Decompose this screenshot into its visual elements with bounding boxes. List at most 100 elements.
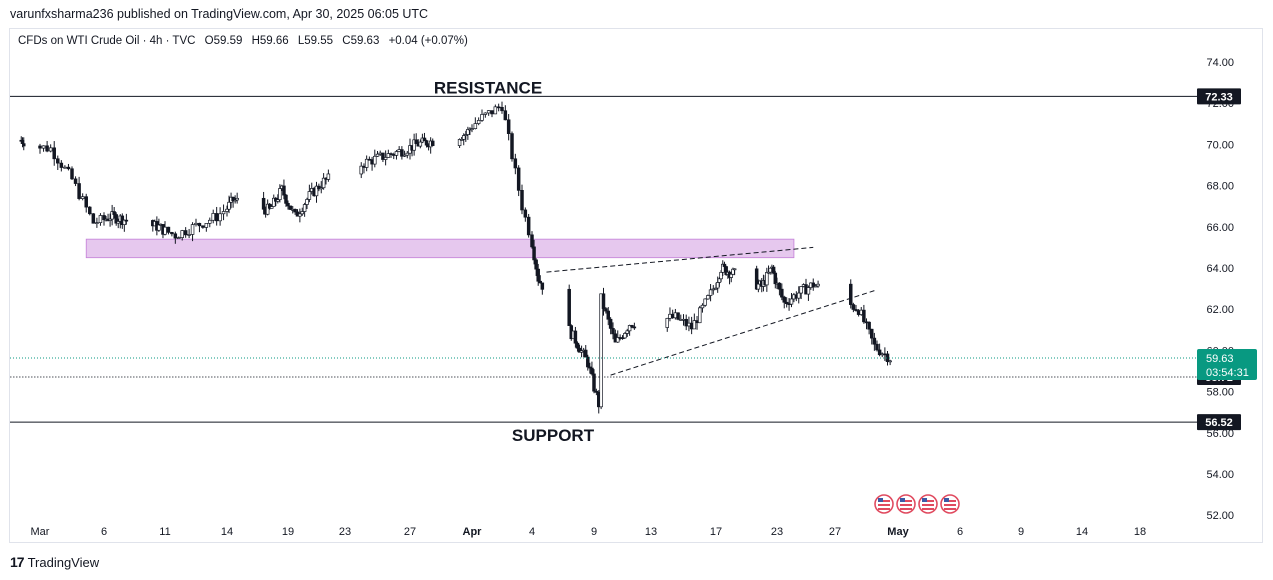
candle-body: [768, 267, 772, 273]
candle-body: [530, 234, 534, 248]
candle-body: [383, 157, 388, 160]
candle-body: [630, 325, 634, 328]
candle-body: [684, 318, 688, 327]
candle-body: [700, 304, 705, 309]
annotation-support: SUPPORT: [512, 426, 595, 445]
candle-body: [402, 154, 407, 157]
candle-body: [405, 152, 410, 156]
x-tick-label: 6: [957, 526, 963, 538]
us-flag-stripe-icon: [878, 508, 890, 510]
candle-body: [204, 223, 209, 228]
candle-body: [665, 318, 669, 328]
candle-body: [513, 158, 518, 169]
candle-body: [187, 234, 191, 236]
candle-body: [536, 268, 540, 282]
candle-body: [732, 268, 737, 271]
candle-body: [708, 289, 713, 296]
candle-body: [233, 199, 237, 202]
candle-body: [573, 330, 578, 344]
level-label-bg-1: [1197, 414, 1241, 431]
candle-body: [300, 211, 305, 215]
candle-body: [73, 178, 78, 184]
candle-body: [534, 259, 538, 270]
candle-body: [88, 206, 92, 215]
candle-body: [38, 145, 42, 149]
y-tick-label: 66.00: [1206, 222, 1234, 234]
y-tick-label: 62.00: [1206, 304, 1234, 316]
x-tick-label: 23: [771, 526, 783, 538]
candle-body: [780, 288, 784, 298]
candle-body: [457, 139, 462, 146]
candle-body: [414, 139, 418, 144]
candle-body: [606, 310, 610, 320]
candle-body: [375, 153, 380, 157]
footer-brand: TradingView: [27, 554, 100, 570]
candle-body: [381, 152, 385, 160]
candle-body: [706, 295, 710, 300]
us-flag-canton-icon: [900, 498, 905, 502]
ohlc-low: L59.55: [297, 35, 334, 47]
candle-body: [784, 301, 789, 305]
x-tick-label: 6: [101, 526, 107, 538]
tradingview-logo-icon: 17: [10, 554, 25, 570]
candle-body: [183, 230, 188, 236]
x-tick-label: 9: [591, 526, 597, 538]
candle-body: [80, 196, 85, 199]
candle-body: [627, 325, 632, 332]
candle-body: [756, 283, 761, 290]
chart-frame: [9, 28, 1263, 543]
candle-body: [594, 390, 599, 393]
candle-body: [394, 151, 399, 156]
candle-body: [715, 282, 720, 289]
candle-body: [532, 246, 536, 261]
us-flag-canton-icon: [878, 498, 883, 502]
candle-body: [286, 202, 290, 207]
candle-body: [692, 320, 697, 330]
candle-body: [63, 166, 67, 169]
candle-body: [326, 173, 331, 180]
x-tick-label: 23: [339, 526, 351, 538]
candle-body: [888, 360, 892, 363]
candle-body: [170, 232, 174, 235]
candle-body: [459, 138, 464, 141]
candle-body: [208, 219, 212, 224]
y-tick-label: 52.00: [1206, 510, 1234, 522]
x-tick-label: Mar: [31, 526, 50, 538]
candle-body: [703, 298, 707, 306]
candle-body: [201, 225, 205, 228]
candle-body: [116, 221, 120, 224]
y-tick-label: 58.00: [1206, 387, 1234, 399]
candle-body: [272, 197, 276, 207]
us-flag-canton-icon: [944, 498, 949, 502]
us-flag-stripe-icon: [944, 500, 956, 502]
y-tick-label: 54.00: [1206, 469, 1234, 481]
y-tick-label: 74.00: [1206, 57, 1234, 69]
candle-body: [276, 199, 280, 202]
candle-body: [483, 112, 488, 115]
highlight-zone: [85, 238, 795, 259]
candle-body: [157, 224, 161, 231]
candle-body: [877, 349, 882, 356]
candle-body: [265, 203, 270, 215]
candle-body: [422, 137, 427, 141]
x-tick-label: 14: [221, 526, 233, 538]
candle-body: [359, 165, 364, 175]
candle-body: [227, 201, 231, 210]
candle-body: [211, 213, 215, 221]
candle-body: [476, 120, 481, 124]
candle-body: [567, 288, 571, 326]
level-label-bg-0: [1197, 88, 1241, 105]
us-flag-stripe-icon: [944, 504, 956, 506]
candle-body: [225, 208, 229, 212]
candle-body: [577, 347, 582, 353]
candle-body: [777, 282, 782, 290]
candle-body: [124, 219, 129, 222]
candle-body: [623, 333, 627, 339]
candle-body: [540, 282, 545, 290]
candle-body: [486, 110, 491, 114]
candle-body: [424, 140, 429, 146]
candle-body: [464, 134, 468, 136]
candle-body: [632, 326, 637, 329]
x-tick-label: May: [887, 526, 909, 538]
